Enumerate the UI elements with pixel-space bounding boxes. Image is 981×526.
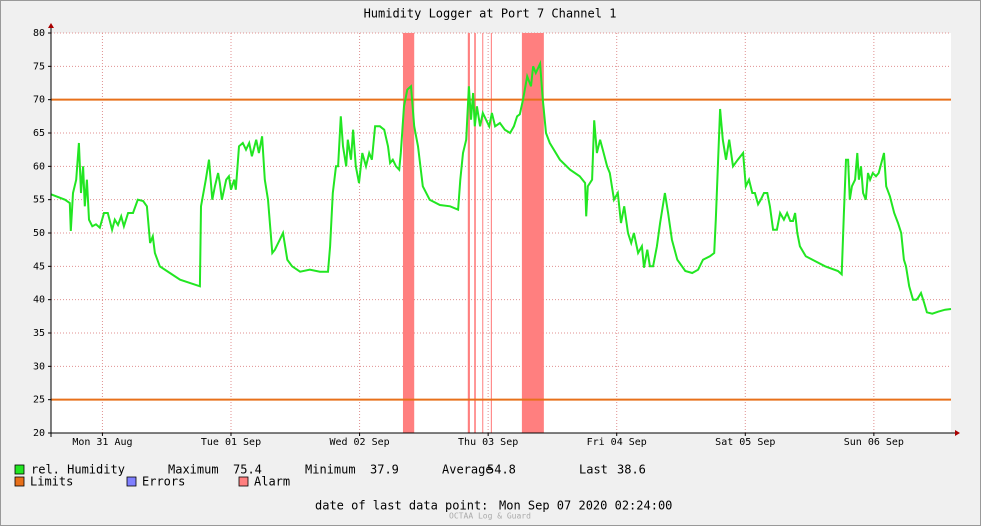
stat-value: 54.8 — [487, 463, 516, 477]
stat-value: 75.4 — [233, 463, 262, 477]
y-tick-label: 45 — [33, 261, 45, 272]
y-tick-label: 25 — [33, 395, 45, 406]
y-tick-label: 30 — [33, 361, 45, 372]
stat-label: Last — [579, 463, 608, 477]
y-axis-arrow — [48, 23, 54, 28]
data-layer: 20 25 30 35 40 45 50 55 60 65 70 75 80 Mon 31 Aug Tue … — [33, 28, 952, 448]
alarm-band — [467, 33, 470, 433]
credit: OCTAA Log & Guard — [449, 512, 531, 521]
y-tick-label: 50 — [33, 228, 45, 239]
legend-label: Errors — [142, 475, 185, 489]
legend-label: rel. Humidity — [31, 463, 125, 477]
y-tick-label: 65 — [33, 128, 45, 139]
x-tick-label: Tue 01 Sep — [201, 437, 261, 448]
legend-swatch — [14, 476, 25, 487]
y-tick-label: 80 — [33, 28, 45, 39]
stat-label: Maximum — [168, 463, 219, 477]
legend-label: Alarm — [254, 475, 290, 489]
alarm-band — [490, 33, 492, 433]
stat-label: Average — [442, 463, 493, 477]
y-tick-label: 70 — [33, 95, 45, 106]
y-tick-label: 20 — [33, 428, 45, 439]
x-tick-label: Fri 04 Sep — [587, 437, 647, 448]
legend: rel. Humidity Maximum 75.4 Minimum 37.9 Avera… — [14, 463, 672, 521]
x-tick-label: Sat 05 Sep — [715, 437, 775, 448]
footer-label: date of last data point: — [315, 499, 488, 513]
alarm-band — [482, 33, 484, 433]
data-line — [50, 59, 952, 315]
x-tick-label: Sun 06 Sep — [844, 437, 904, 448]
y-tick-label: 55 — [33, 195, 45, 206]
y-tick-label: 35 — [33, 328, 45, 339]
alarm-band — [474, 33, 476, 433]
y-tick-label: 40 — [33, 295, 45, 306]
x-axis-arrow — [955, 430, 960, 436]
legend-swatch — [126, 476, 137, 487]
x-tick-label: Thu 03 Sep — [458, 437, 518, 448]
legend-swatch — [14, 464, 25, 475]
legend-label: Limits — [30, 475, 73, 489]
footer-value: Mon Sep 07 2020 02:24:00 — [499, 499, 672, 513]
stat-value: 38.6 — [617, 463, 646, 477]
x-tick-label: Mon 31 Aug — [72, 437, 132, 448]
stat-value: 37.9 — [370, 463, 399, 477]
chart-title: Humidity Logger at Port 7 Channel 1 — [364, 7, 617, 21]
stat-label: Minimum — [305, 463, 356, 477]
legend-swatch — [238, 476, 249, 487]
y-tick-label: 60 — [33, 161, 45, 172]
alarm-band — [521, 33, 544, 433]
y-tick-label: 75 — [33, 61, 45, 72]
alarm-band — [402, 33, 415, 433]
x-tick-label: Wed 02 Sep — [329, 437, 389, 448]
